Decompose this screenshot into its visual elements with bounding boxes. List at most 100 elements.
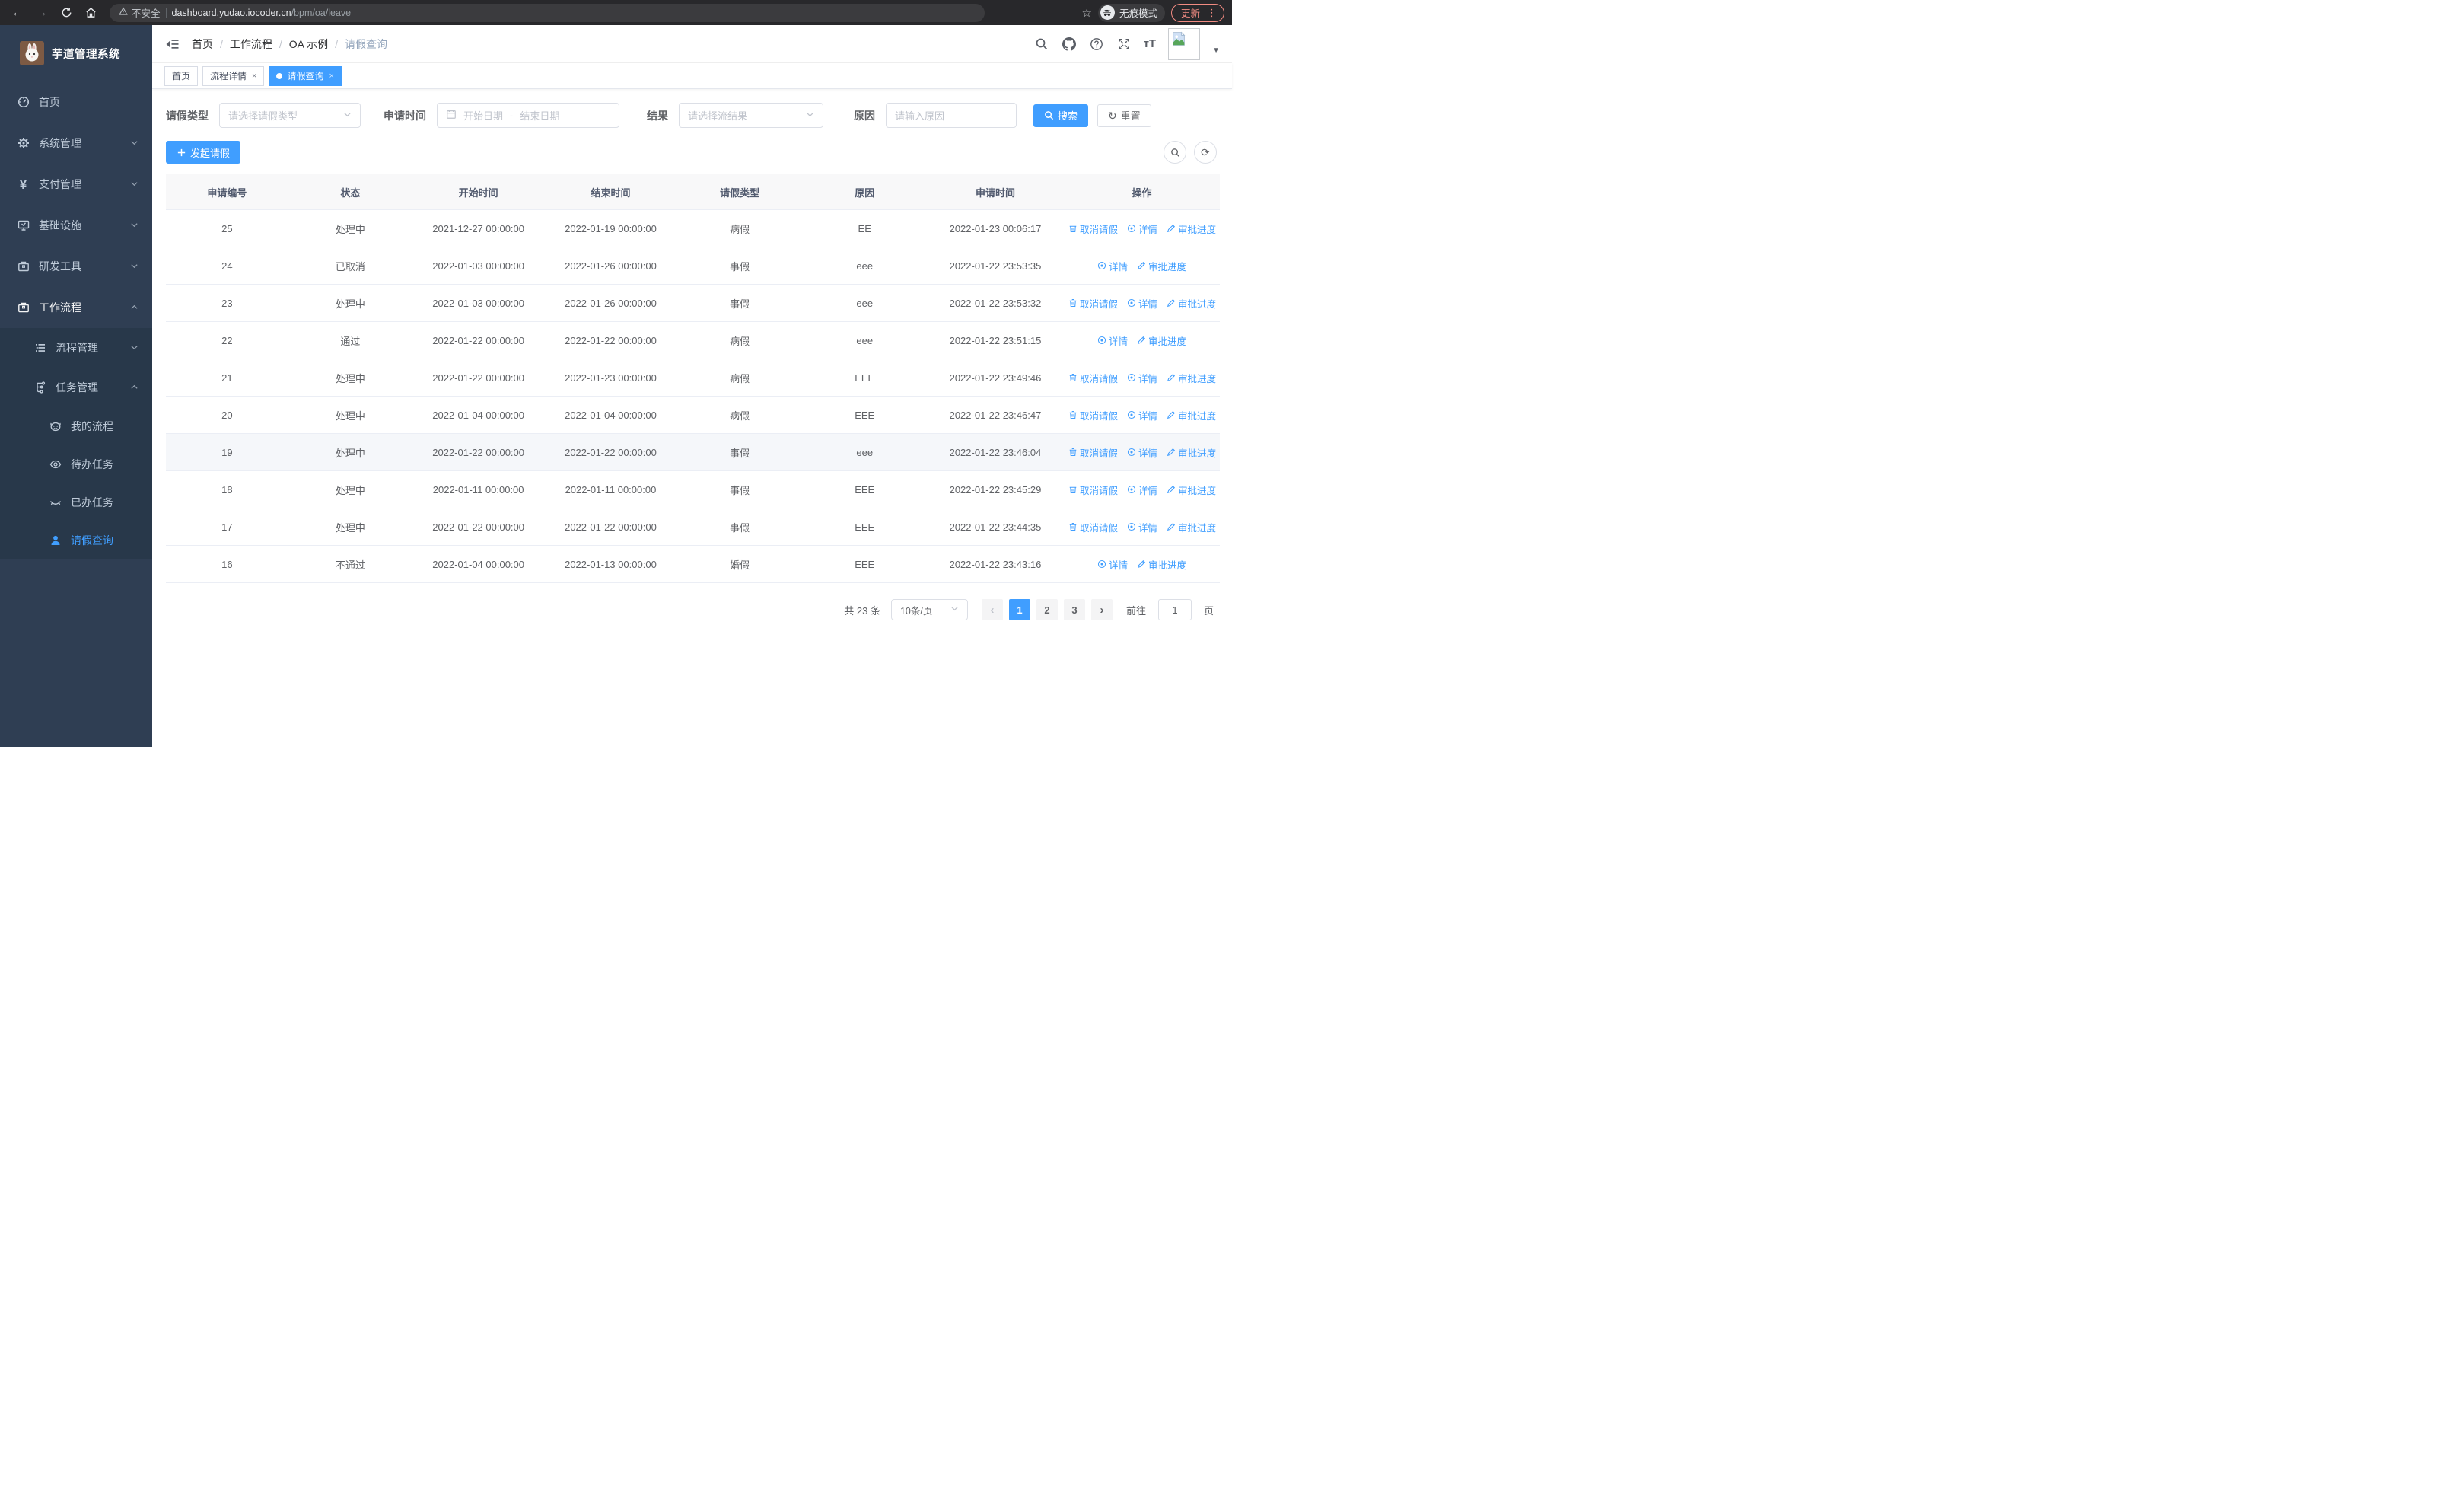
- font-size-icon[interactable]: ᴛT: [1143, 37, 1157, 50]
- fullscreen-icon[interactable]: [1116, 37, 1132, 52]
- approval-progress-link[interactable]: 审批进度: [1167, 296, 1216, 311]
- tab-请假查询[interactable]: 请假查询 ×: [269, 65, 342, 86]
- sidebar-item-已办任务[interactable]: 已办任务: [0, 483, 152, 521]
- reset-button[interactable]: ↻ 重置: [1097, 104, 1151, 127]
- detail-link[interactable]: 详情: [1097, 333, 1128, 348]
- collapse-sidebar-icon[interactable]: [164, 36, 181, 53]
- tab-首页[interactable]: 首页: [164, 65, 199, 86]
- result-label: 结果: [647, 109, 668, 122]
- tab-流程详情[interactable]: 流程详情 ×: [202, 65, 265, 86]
- detail-link[interactable]: 详情: [1127, 445, 1157, 460]
- cancel-leave-link[interactable]: 取消请假: [1068, 445, 1118, 460]
- reload-icon[interactable]: [56, 3, 76, 23]
- cancel-leave-link[interactable]: 取消请假: [1068, 371, 1118, 385]
- cell-apply_time: 2022-01-22 23:46:47: [949, 409, 1042, 421]
- cell-reason: EEE: [855, 409, 875, 421]
- breadcrumb-item[interactable]: OA 示例: [288, 37, 329, 50]
- approval-progress-link[interactable]: 审批进度: [1167, 222, 1216, 236]
- breadcrumb-item[interactable]: 工作流程: [229, 37, 272, 50]
- sidebar-item-基础设施[interactable]: 基础设施: [0, 205, 152, 246]
- sidebar-item-支付管理[interactable]: ¥ 支付管理: [0, 164, 152, 205]
- navbar: 首页 / 工作流程 / OA 示例 / 请假查询 ᴛT ▼: [152, 25, 1232, 63]
- toolbar: 发起请假 ⟳: [166, 141, 1220, 164]
- create-leave-button[interactable]: 发起请假: [166, 141, 241, 164]
- sidebar-item-研发工具[interactable]: 研发工具: [0, 246, 152, 287]
- sidebar-item-label: 待办任务: [71, 458, 113, 470]
- sidebar-item-流程管理[interactable]: 流程管理: [0, 328, 152, 368]
- cell-start: 2022-01-04 00:00:00: [432, 409, 524, 421]
- page-button-2[interactable]: 2: [1036, 599, 1058, 620]
- approval-progress-link[interactable]: 审批进度: [1137, 557, 1186, 572]
- chevron-down-icon[interactable]: ▼: [1212, 46, 1220, 55]
- sidebar-item-请假查询[interactable]: 请假查询: [0, 521, 152, 559]
- table-row: 19 处理中 2022-01-22 00:00:00 2022-01-22 00:00…: [166, 434, 1220, 471]
- cell-id: 24: [221, 260, 233, 272]
- browser-menu-icon[interactable]: ⋮: [1207, 7, 1217, 18]
- breadcrumb-item[interactable]: 首页: [192, 37, 213, 50]
- reason-label: 原因: [854, 109, 875, 122]
- url-domain: dashboard.yudao.iocoder.cn: [171, 7, 291, 18]
- detail-link[interactable]: 详情: [1127, 296, 1157, 311]
- sidebar-item-系统管理[interactable]: 系统管理: [0, 123, 152, 164]
- reason-input[interactable]: 请输入原因: [886, 103, 1017, 128]
- detail-link[interactable]: 详情: [1127, 520, 1157, 534]
- github-icon[interactable]: [1062, 37, 1077, 52]
- refresh-table-button[interactable]: ⟳: [1194, 141, 1217, 164]
- detail-link[interactable]: 详情: [1097, 557, 1128, 572]
- update-button[interactable]: 更新 ⋮: [1170, 3, 1224, 22]
- sidebar-item-首页[interactable]: 首页: [0, 81, 152, 123]
- close-icon[interactable]: ×: [252, 71, 257, 81]
- leave-type-select[interactable]: 请选择请假类型: [219, 103, 361, 128]
- goto-page-input[interactable]: 1: [1157, 599, 1192, 620]
- next-page-button[interactable]: ›: [1090, 599, 1113, 620]
- avatar[interactable]: [1168, 27, 1201, 60]
- address-bar[interactable]: 不安全 dashboard.yudao.iocoder.cn/bpm/oa/le…: [110, 3, 985, 22]
- cell-status: 处理中: [335, 521, 365, 534]
- detail-link[interactable]: 详情: [1097, 259, 1128, 273]
- sidebar-item-工作流程[interactable]: 工作流程: [0, 287, 152, 328]
- back-icon[interactable]: ←: [11, 6, 24, 19]
- action-link-label: 审批进度: [1178, 224, 1217, 235]
- approval-progress-link[interactable]: 审批进度: [1137, 259, 1186, 273]
- page-button-1[interactable]: 1: [1008, 599, 1030, 620]
- show-search-toggle-button[interactable]: [1164, 141, 1186, 164]
- apply-time-range-picker[interactable]: 开始日期 - 结束日期: [437, 103, 619, 128]
- tab-label: 流程详情: [210, 71, 247, 81]
- forward-icon[interactable]: →: [36, 6, 48, 19]
- search-button[interactable]: 搜索: [1033, 104, 1089, 127]
- app-logo[interactable]: 芋道管理系统: [0, 25, 152, 81]
- action-link-label: 详情: [1108, 336, 1128, 347]
- detail-link[interactable]: 详情: [1127, 371, 1157, 385]
- close-icon[interactable]: ×: [329, 71, 334, 81]
- cancel-leave-link[interactable]: 取消请假: [1068, 520, 1118, 534]
- result-select[interactable]: 请选择流结果: [679, 103, 823, 128]
- approval-progress-link[interactable]: 审批进度: [1167, 483, 1216, 497]
- incognito-label: 无痕模式: [1119, 8, 1157, 19]
- page-button-3[interactable]: 3: [1063, 599, 1085, 620]
- table-row: 24 已取消 2022-01-03 00:00:00 2022-01-26 00:00…: [166, 247, 1220, 285]
- detail-link[interactable]: 详情: [1127, 483, 1157, 497]
- cancel-leave-link[interactable]: 取消请假: [1068, 408, 1118, 422]
- sidebar-item-任务管理[interactable]: 任务管理: [0, 368, 152, 407]
- home-icon[interactable]: [81, 3, 100, 23]
- sidebar-item-待办任务[interactable]: 待办任务: [0, 445, 152, 483]
- prev-page-button[interactable]: ‹: [981, 599, 1003, 620]
- column-header: 原因: [855, 186, 875, 199]
- approval-progress-link[interactable]: 审批进度: [1167, 408, 1216, 422]
- cancel-leave-link[interactable]: 取消请假: [1068, 296, 1118, 311]
- approval-progress-link[interactable]: 审批进度: [1137, 333, 1186, 348]
- bookmark-star-icon[interactable]: ☆: [1081, 6, 1092, 20]
- approval-progress-link[interactable]: 审批进度: [1167, 445, 1216, 460]
- approval-progress-link[interactable]: 审批进度: [1167, 371, 1216, 385]
- help-icon[interactable]: [1089, 37, 1104, 52]
- detail-link[interactable]: 详情: [1127, 408, 1157, 422]
- cell-status: 处理中: [335, 447, 365, 459]
- cancel-leave-link[interactable]: 取消请假: [1068, 222, 1118, 236]
- briefcase-icon: [17, 301, 30, 314]
- sidebar-item-我的流程[interactable]: 我的流程: [0, 407, 152, 445]
- approval-progress-link[interactable]: 审批进度: [1167, 520, 1216, 534]
- cancel-leave-link[interactable]: 取消请假: [1068, 483, 1118, 497]
- detail-link[interactable]: 详情: [1127, 222, 1157, 236]
- search-icon[interactable]: [1034, 37, 1049, 52]
- page-size-select[interactable]: 10条/页: [890, 599, 968, 620]
